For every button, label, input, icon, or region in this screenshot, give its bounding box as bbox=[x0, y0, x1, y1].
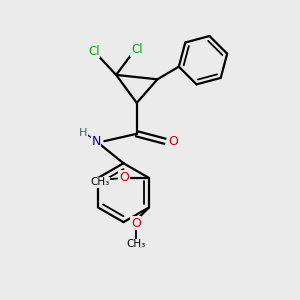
Text: N: N bbox=[92, 135, 101, 148]
Text: Cl: Cl bbox=[88, 45, 100, 58]
Text: O: O bbox=[169, 135, 178, 148]
Text: H: H bbox=[79, 128, 87, 138]
Text: Cl: Cl bbox=[131, 44, 142, 56]
Text: CH₃: CH₃ bbox=[126, 239, 146, 249]
Text: O: O bbox=[119, 171, 129, 184]
Text: O: O bbox=[131, 217, 141, 230]
Text: CH₃: CH₃ bbox=[90, 177, 109, 188]
